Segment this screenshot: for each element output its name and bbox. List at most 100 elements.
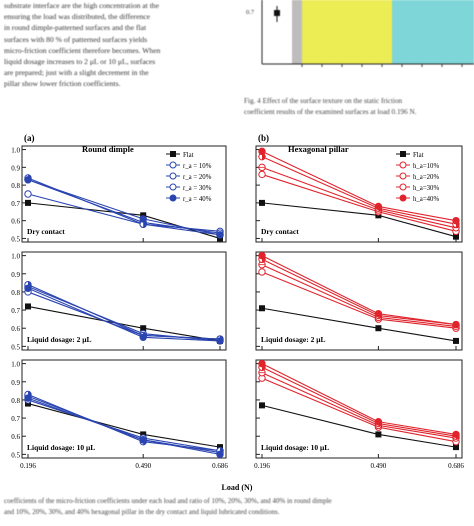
data-point [453, 233, 459, 240]
caption-line: and 10%, 20%, 30%, and 40% hexagonal pil… [4, 507, 280, 516]
data-point [259, 402, 265, 409]
series-line [261, 372, 457, 439]
legend-marker [169, 161, 177, 169]
data-point [258, 359, 266, 368]
data-point [139, 436, 147, 444]
inset-cyan-band [392, 0, 474, 64]
data-point [452, 320, 460, 329]
data-point [374, 310, 383, 318]
series-line [27, 285, 221, 342]
body-line: liquid dosage increases to 2 μL or 10 μL… [4, 57, 156, 67]
legend-marker [399, 161, 407, 169]
x-tick-label: 0.686 [212, 462, 228, 470]
x-tick-label: 0.490 [135, 462, 151, 470]
caption-line: coefficient results of the examined surf… [244, 107, 417, 116]
caption-line: coefficients of the micro-friction coeff… [4, 497, 332, 505]
panel-b-header: (b) [258, 133, 269, 143]
x-tick-label: 0.196 [254, 462, 270, 470]
body-text: substrate interface are the high concent… [4, 0, 232, 90]
legend-label: r_a = 30% [183, 185, 212, 192]
panel-frame [21, 251, 227, 351]
x-tick-label: 0.490 [371, 462, 387, 470]
data-point [140, 325, 147, 332]
fig4-inset-svg: 0.7 [246, 0, 474, 67]
legend-label: h_a=30% [413, 185, 439, 192]
data-point [139, 215, 147, 223]
panel-frame [21, 359, 227, 459]
series-line [261, 363, 457, 435]
panel-b-title: Hexagonal pillar [288, 144, 349, 154]
plot-panel-hexagonal-pillar-10uL: 0.196 0.490 0.686 Liquid dosage: 10 μL [254, 359, 464, 470]
data-point [374, 418, 383, 426]
legend-label: h_a=20% [413, 174, 439, 181]
data-point [24, 190, 32, 198]
data-point [258, 147, 266, 156]
x-tick-label: 0.686 [448, 462, 464, 470]
data-point [24, 394, 32, 402]
legend-marker [399, 183, 407, 191]
series-line [261, 264, 457, 327]
data-point [259, 199, 265, 206]
data-point [453, 337, 459, 344]
condition-label: Dry contact [27, 227, 65, 236]
data-point [374, 202, 383, 211]
series-line [27, 287, 221, 342]
inset-flat-marker [274, 10, 280, 16]
y-tick-label: 0.6 [11, 433, 20, 441]
legend-marker [400, 151, 406, 157]
plot-panel-round-dimple-2uL: 0.5 0.6 0.7 0.8 0.9 1.0 Liquid dosage: 2 μL [11, 251, 227, 351]
body-line: substrate interface are the high concent… [4, 1, 159, 10]
y-tick-label: 0.5 [11, 451, 20, 459]
data-point [139, 333, 147, 341]
data-point [24, 176, 32, 184]
y-tick-label: 0.7 [11, 415, 20, 423]
caption-line: Fig. 4 Effect of the surface texture on … [244, 97, 403, 105]
panel-frame [21, 145, 227, 243]
y-tick-label: 1.0 [11, 361, 20, 369]
legend-label: r_a = 20% [183, 174, 212, 181]
legend-label: Flat [183, 152, 194, 159]
data-point [25, 303, 31, 310]
series-line [261, 258, 457, 326]
data-point [258, 251, 266, 260]
fig4-inset-chart: 0.7 [242, 0, 474, 92]
legend-label: r_a = 10% [183, 163, 212, 170]
body-line: pillar show lower friction coefficients. [4, 79, 121, 89]
plot-panel-round-dimple-dry: 0.5 0.6 0.7 0.8 0.9 1.0 Dry contact Flat r_a = 1… [11, 145, 227, 243]
data-point [258, 268, 266, 276]
fig4-caption: Fig. 4 Effect of the surface texture on … [244, 96, 470, 118]
y-tick-label: 0.5 [11, 235, 20, 243]
series-line [261, 255, 457, 326]
condition-label: Liquid dosage: 10 μL [261, 443, 329, 452]
y-tick-label: 0.6 [11, 218, 20, 226]
condition-label: Liquid dosage: 2 μL [27, 335, 91, 344]
y-tick-label: 0.8 [11, 182, 20, 190]
plot-panel-hexagonal-pillar-2uL: Liquid dosage: 2 μL [255, 251, 463, 351]
series-line [261, 377, 457, 443]
y-tick-label: 0.5 [11, 343, 20, 351]
y-tick-label: 0.9 [11, 379, 20, 387]
plot-panel-round-dimple-10uL: 0.5 0.6 0.7 0.8 0.9 1.0 0.196 0.490 0.686 Liquid … [11, 359, 228, 470]
y-tick-label: 0.9 [11, 164, 20, 172]
legend-label: h_a=10% [413, 163, 439, 170]
data-point [452, 216, 460, 225]
series-line [261, 271, 457, 329]
data-point [375, 431, 382, 438]
condition-label: Liquid dosage: 2 μL [261, 335, 325, 344]
legend-marker [169, 194, 177, 202]
friction-figure: (a) (b) Round dimple Hexagonal pillar Lo… [0, 128, 474, 498]
data-point [259, 305, 265, 312]
body-line: are prepared; just with a slight decreme… [4, 68, 149, 78]
body-line: ensuring the load was distributed, the d… [4, 12, 150, 22]
y-tick-label: 1.0 [11, 253, 20, 261]
condition-label: Dry contact [261, 227, 299, 236]
inset-x-ticks [301, 64, 463, 67]
data-point [216, 450, 224, 459]
data-point [216, 337, 224, 345]
y-tick-label: 0.8 [11, 289, 20, 297]
condition-label: Liquid dosage: 10 μL [27, 443, 95, 452]
data-point [453, 444, 459, 451]
x-tick-label: 0.196 [20, 462, 36, 470]
plot-panel-hexagonal-pillar-dry: Dry contact Flat h_a=10% h_a=20% h_a=30% h_a=… [255, 145, 463, 243]
panel-a-title: Round dimple [82, 144, 134, 154]
